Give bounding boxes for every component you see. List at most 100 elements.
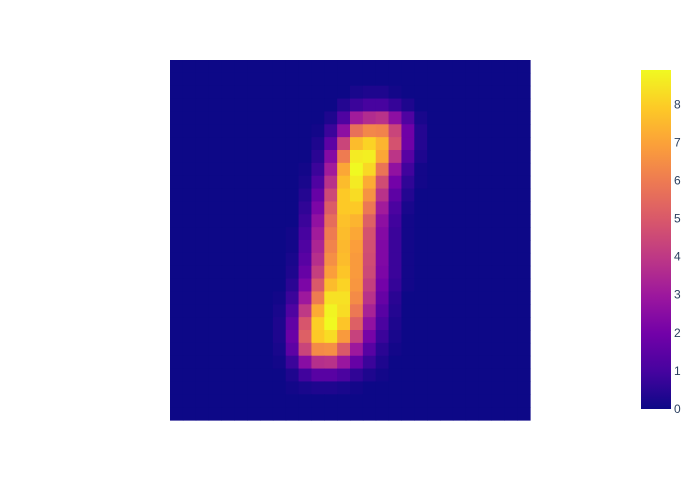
heatmap-cell[interactable]: [170, 137, 184, 151]
heatmap-cell[interactable]: [337, 407, 351, 421]
heatmap-cell[interactable]: [350, 407, 364, 421]
heatmap-cell[interactable]: [388, 330, 403, 344]
heatmap-cell[interactable]: [362, 304, 377, 318]
heatmap-cell[interactable]: [427, 111, 441, 125]
heatmap-cell[interactable]: [504, 85, 518, 100]
heatmap-cell[interactable]: [247, 342, 261, 357]
heatmap-cell[interactable]: [337, 111, 351, 125]
heatmap-cell[interactable]: [388, 342, 403, 357]
heatmap-cell[interactable]: [362, 317, 377, 331]
heatmap-cell[interactable]: [247, 317, 261, 331]
heatmap-cell[interactable]: [427, 214, 441, 228]
heatmap-cell[interactable]: [298, 368, 313, 383]
heatmap-cell[interactable]: [247, 368, 261, 383]
heatmap-cell[interactable]: [427, 188, 441, 203]
heatmap-cell[interactable]: [182, 60, 197, 74]
heatmap-cell[interactable]: [260, 124, 274, 138]
heatmap-cell[interactable]: [311, 252, 325, 267]
heatmap-cell[interactable]: [324, 381, 338, 395]
heatmap-cell[interactable]: [375, 381, 390, 395]
heatmap-cell[interactable]: [285, 137, 300, 151]
heatmap-cell[interactable]: [388, 407, 403, 421]
heatmap-cell[interactable]: [221, 214, 235, 228]
heatmap-cell[interactable]: [362, 201, 377, 215]
heatmap-cell[interactable]: [440, 407, 454, 421]
heatmap-cell[interactable]: [401, 394, 415, 408]
heatmap-cell[interactable]: [337, 240, 351, 254]
heatmap-cell[interactable]: [517, 85, 531, 100]
heatmap-cell[interactable]: [298, 342, 313, 357]
heatmap-cell[interactable]: [517, 342, 531, 357]
heatmap-cell[interactable]: [272, 355, 287, 370]
heatmap-cell[interactable]: [272, 381, 287, 395]
heatmap-cell[interactable]: [440, 188, 454, 203]
heatmap-cell[interactable]: [182, 111, 197, 125]
heatmap-cell[interactable]: [170, 188, 184, 203]
heatmap-cell[interactable]: [337, 214, 351, 228]
heatmap-cell[interactable]: [504, 72, 518, 87]
heatmap-cell[interactable]: [337, 137, 351, 151]
heatmap-cell[interactable]: [170, 407, 184, 421]
heatmap-cell[interactable]: [272, 330, 287, 344]
heatmap-cell[interactable]: [362, 291, 377, 305]
heatmap-cell[interactable]: [170, 368, 184, 383]
heatmap-cell[interactable]: [311, 265, 325, 280]
heatmap-cell[interactable]: [362, 111, 377, 125]
heatmap-cell[interactable]: [375, 265, 390, 280]
heatmap-cell[interactable]: [298, 291, 313, 305]
heatmap-cell[interactable]: [182, 330, 197, 344]
heatmap-cell[interactable]: [504, 137, 518, 151]
heatmap-cell[interactable]: [452, 368, 467, 383]
heatmap-cell[interactable]: [247, 291, 261, 305]
heatmap-cell[interactable]: [350, 201, 364, 215]
heatmap-cell[interactable]: [170, 355, 184, 370]
heatmap-cell[interactable]: [298, 240, 313, 254]
heatmap-cell[interactable]: [182, 291, 197, 305]
heatmap-cell[interactable]: [170, 227, 184, 241]
heatmap-cell[interactable]: [375, 60, 390, 74]
heatmap-cell[interactable]: [465, 368, 480, 383]
heatmap-cell[interactable]: [478, 85, 493, 100]
heatmap-cell[interactable]: [311, 98, 325, 113]
heatmap-cell[interactable]: [260, 175, 274, 190]
heatmap-cell[interactable]: [170, 60, 184, 74]
heatmap-cell[interactable]: [465, 188, 480, 203]
heatmap-cell[interactable]: [298, 330, 313, 344]
heatmap-cell[interactable]: [491, 252, 505, 267]
heatmap-cell[interactable]: [195, 214, 210, 228]
heatmap-cell[interactable]: [272, 85, 287, 100]
heatmap-cell[interactable]: [491, 124, 505, 138]
heatmap-cell[interactable]: [440, 137, 454, 151]
heatmap-cell[interactable]: [285, 111, 300, 125]
heatmap-cell[interactable]: [491, 240, 505, 254]
heatmap-cell[interactable]: [272, 317, 287, 331]
heatmap-cell[interactable]: [208, 317, 223, 331]
heatmap-cell[interactable]: [478, 304, 493, 318]
heatmap-cell[interactable]: [208, 330, 223, 344]
heatmap-cell[interactable]: [491, 317, 505, 331]
heatmap-cell[interactable]: [208, 252, 223, 267]
heatmap-cell[interactable]: [324, 330, 338, 344]
heatmap-cell[interactable]: [452, 394, 467, 408]
heatmap-cell[interactable]: [311, 124, 325, 138]
heatmap-cell[interactable]: [388, 381, 403, 395]
heatmap-cell[interactable]: [170, 304, 184, 318]
heatmap-cell[interactable]: [401, 252, 415, 267]
heatmap-cell[interactable]: [285, 355, 300, 370]
heatmap-cell[interactable]: [350, 85, 364, 100]
heatmap-cell[interactable]: [272, 252, 287, 267]
heatmap-cell[interactable]: [517, 381, 531, 395]
heatmap-cell[interactable]: [504, 368, 518, 383]
heatmap-cell[interactable]: [478, 342, 493, 357]
heatmap-cell[interactable]: [272, 175, 287, 190]
heatmap-cell[interactable]: [260, 60, 274, 74]
heatmap-cell[interactable]: [324, 137, 338, 151]
heatmap-cell[interactable]: [350, 394, 364, 408]
heatmap-cell[interactable]: [517, 227, 531, 241]
heatmap-cell[interactable]: [478, 407, 493, 421]
heatmap-cell[interactable]: [324, 85, 338, 100]
heatmap-cell[interactable]: [298, 111, 313, 125]
heatmap-cell[interactable]: [182, 317, 197, 331]
heatmap-cell[interactable]: [478, 227, 493, 241]
heatmap-cell[interactable]: [221, 188, 235, 203]
